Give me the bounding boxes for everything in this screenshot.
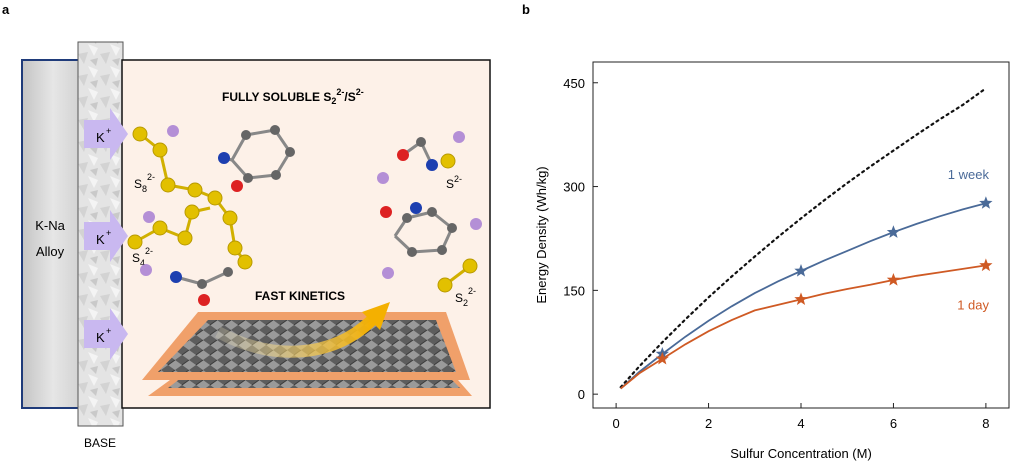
series-markers (655, 196, 993, 365)
series-labels: 1 week 1 day (948, 167, 990, 312)
series-lines (619, 87, 987, 390)
k-ion-label: K (96, 330, 105, 345)
x-axis-label: Sulfur Concentration (M) (730, 446, 872, 461)
axis-ticks: 0 2 4 6 8 0 150 300 450 (563, 76, 989, 431)
alloy-electrode (21, 59, 85, 409)
s8-label: S82- (134, 172, 155, 194)
schematic: a K-Na Alloy BASE K + K + K + FULLY SOLU… (2, 2, 491, 450)
series-line-1-week (620, 202, 987, 390)
base-label: BASE (84, 436, 116, 450)
data-point-1-day (979, 258, 993, 272)
x-tick-label: 8 (982, 416, 989, 431)
y-tick-label: 450 (563, 76, 585, 91)
data-point-1-day (655, 351, 669, 365)
s4-polysulfide-molecule (127, 204, 211, 250)
y-tick-label: 150 (563, 283, 585, 298)
k-ion-charge: + (106, 228, 111, 238)
legend-label-1-day: 1 day (957, 297, 989, 312)
s2-label: S22- (455, 286, 476, 308)
electrolyte-title: FULLY SOLUBLE S22-/S2- (222, 87, 364, 106)
panel-b: b 0 2 4 6 8 0 150 300 450 1 week 1 day Sulfur Con… (520, 0, 1024, 469)
data-point-1-week (794, 264, 808, 277)
alloy-label-line2: Alloy (36, 244, 65, 259)
k-ion-charge: + (106, 126, 111, 136)
y-axis-label: Energy Density (Wh/kg) (534, 166, 549, 303)
y-tick-label: 300 (563, 180, 585, 195)
k-ion-arrow-2: K + (84, 210, 128, 262)
sulfide-ion (440, 153, 456, 169)
k-ion-label: K (96, 130, 105, 145)
legend-label-1-week: 1 week (948, 167, 990, 182)
s8-polysulfide-molecule (132, 126, 253, 270)
x-tick-label: 0 (612, 416, 619, 431)
potassium-ions (140, 125, 482, 279)
solvent-molecule (218, 125, 295, 192)
sulfide-label: S2- (446, 174, 462, 191)
k-ion-label: K (96, 232, 105, 247)
solvent-molecule-left (170, 267, 233, 306)
panel-a: a K-Na Alloy BASE K + K + K + FULLY SOLU… (2, 2, 491, 450)
kinetics-arrow (215, 315, 377, 358)
series-line-theoretical (619, 87, 987, 389)
panel-a-label: a (2, 2, 10, 17)
data-point-1-week (886, 225, 901, 238)
x-tick-label: 6 (890, 416, 897, 431)
k-ion-arrow-1: K + (84, 108, 128, 160)
x-tick-label: 2 (705, 416, 712, 431)
series-line-1-day (620, 264, 987, 390)
kinetics-arrow-head (362, 302, 390, 330)
data-point-1-week (979, 196, 993, 209)
energy-density-chart: b 0 2 4 6 8 0 150 300 450 1 week 1 day Sulfur Con… (522, 2, 1010, 461)
k-ion-arrow-3: K + (84, 308, 128, 360)
solvent-molecule-ring (380, 202, 457, 257)
x-tick-label: 4 (797, 416, 804, 431)
kinetics-label: FAST KINETICS (255, 289, 345, 303)
solvent-molecule-small (397, 137, 438, 171)
s4-label: S42- (132, 246, 153, 268)
data-point-1-day (886, 273, 901, 286)
data-point-1-day (794, 292, 808, 305)
k-ion-charge: + (106, 326, 111, 336)
panel-b-label: b (522, 2, 530, 17)
s2-polysulfide-molecule (437, 258, 478, 293)
alloy-label-line1: K-Na (35, 218, 65, 233)
y-tick-label: 0 (578, 387, 585, 402)
